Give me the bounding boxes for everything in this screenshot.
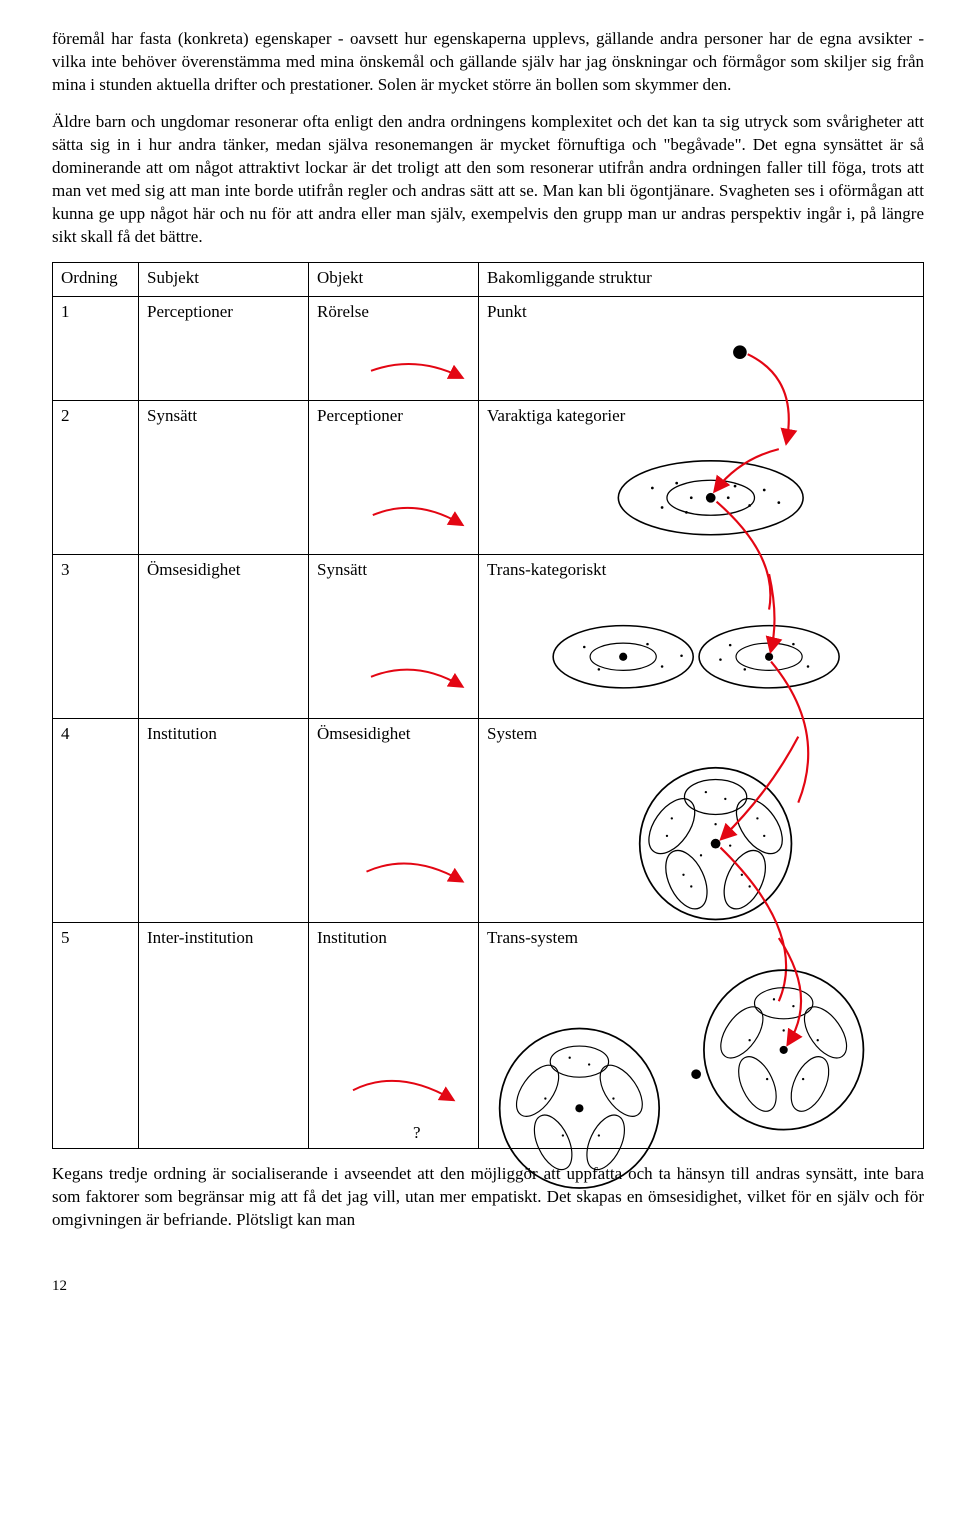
diagram-point <box>487 324 915 396</box>
cell-order: 3 <box>53 555 139 719</box>
arrow-icon <box>317 582 470 714</box>
cell-object: Institution ? <box>309 923 479 1149</box>
page-number: 12 <box>52 1276 924 1296</box>
diagram-transsystem <box>487 950 915 1144</box>
cell-order: 1 <box>53 297 139 401</box>
th-objekt: Objekt <box>309 263 479 297</box>
cell-object: Perceptioner <box>309 401 479 555</box>
table-row: 5 Inter-institution Institution ? Trans-… <box>53 923 924 1149</box>
arrow-icon <box>317 428 470 550</box>
cell-subject: Perceptioner <box>139 297 309 401</box>
table-row: 3 Ömsesidighet Synsätt Trans-kategoriskt <box>53 555 924 719</box>
table-row: 4 Institution Ömsesidighet System <box>53 719 924 923</box>
th-ordning: Ordning <box>53 263 139 297</box>
table-row: 2 Synsätt Perceptioner Varaktiga kategor… <box>53 401 924 555</box>
cell-struct: Punkt <box>479 297 924 401</box>
cell-struct: Varaktiga kategorier <box>479 401 924 555</box>
diagram-transcategory <box>487 582 915 714</box>
diagram-system <box>487 746 915 918</box>
question-mark: ? <box>413 1122 421 1145</box>
cell-subject: Institution <box>139 719 309 923</box>
th-struktur: Bakomliggande struktur <box>479 263 924 297</box>
paragraph-3: Kegans tredje ordning är socialiserande … <box>52 1163 924 1232</box>
cell-subject: Ömsesidighet <box>139 555 309 719</box>
arrow-icon <box>317 746 470 918</box>
arrow-icon <box>317 324 470 396</box>
cell-order: 2 <box>53 401 139 555</box>
th-subjekt: Subjekt <box>139 263 309 297</box>
table-header-row: Ordning Subjekt Objekt Bakomliggande str… <box>53 263 924 297</box>
cell-order: 5 <box>53 923 139 1149</box>
cell-object: Synsätt <box>309 555 479 719</box>
cell-struct: System <box>479 719 924 923</box>
cell-object: Ömsesidighet <box>309 719 479 923</box>
diagram-categories <box>487 428 915 550</box>
arrow-icon <box>317 950 470 1144</box>
paragraph-1: föremål har fasta (konkreta) egenskaper … <box>52 28 924 97</box>
orders-table: Ordning Subjekt Objekt Bakomliggande str… <box>52 262 924 1149</box>
cell-struct: Trans-system <box>479 923 924 1149</box>
cell-subject: Synsätt <box>139 401 309 555</box>
cell-subject: Inter-institution <box>139 923 309 1149</box>
cell-object: Rörelse <box>309 297 479 401</box>
cell-struct: Trans-kategoriskt <box>479 555 924 719</box>
cell-order: 4 <box>53 719 139 923</box>
paragraph-2: Äldre barn och ungdomar resonerar ofta e… <box>52 111 924 249</box>
table-row: 1 Perceptioner Rörelse Punkt <box>53 297 924 401</box>
